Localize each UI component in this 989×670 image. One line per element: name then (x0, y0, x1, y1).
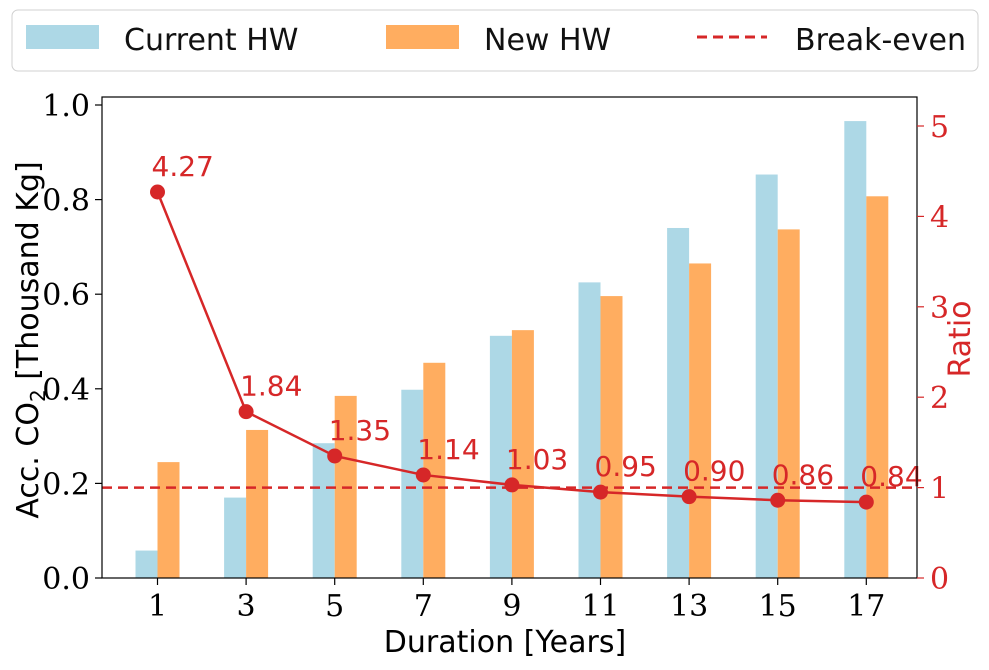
ratio-point-17 (858, 494, 874, 510)
ratio-point-11 (593, 484, 608, 500)
x-tick-label-3: 3 (237, 589, 256, 624)
y-right-tick-label-2: 2 (930, 381, 949, 416)
legend-frame (11, 9, 979, 72)
bar-current-hw-9 (489, 335, 512, 578)
y-axis-right: 0 1 2 3 4 5 (917, 110, 949, 597)
x-tick-label-9: 9 (502, 589, 521, 624)
bar-current-hw-7 (401, 389, 424, 578)
y-left-tick-label-0.8: 0.8 (42, 184, 90, 219)
bar-new-hw-17 (866, 196, 889, 578)
bar-current-hw-17 (844, 121, 867, 578)
ratio-point-7 (415, 467, 431, 483)
y-left-tick-label-0.6: 0.6 (42, 278, 90, 313)
x-tick-label-11: 11 (581, 589, 619, 624)
bar-current-hw-3 (224, 497, 247, 578)
bar-new-hw-11 (600, 296, 623, 578)
x-tick-label-13: 13 (670, 589, 708, 624)
x-tick-label-1: 1 (148, 589, 167, 624)
y-left-tick-label-1.0: 1.0 (42, 89, 90, 124)
ratio-label-15: 0.86 (772, 458, 834, 491)
y-right-tick-label-4: 4 (930, 200, 949, 235)
bar-current-hw-1 (135, 550, 158, 578)
bars (135, 121, 889, 579)
y-axis-left-title-suffix: [Thousand Kg] (11, 161, 46, 389)
bar-new-hw-13 (689, 263, 712, 578)
ratio-label-11: 0.95 (595, 450, 657, 483)
ratio-point-13 (681, 489, 697, 505)
y-right-tick-label-3: 3 (930, 291, 949, 326)
y-axis-left-title: Acc. CO2 [Thousand Kg] (11, 161, 50, 518)
x-axis: 1 3 5 7 9 11 13 15 17 (148, 578, 885, 624)
ratio-point-9 (504, 477, 520, 493)
bar-new-hw-7 (423, 362, 446, 578)
y-left-tick-label-0.4: 0.4 (42, 373, 90, 408)
ratio-label-7: 1.14 (417, 433, 479, 466)
ratio-label-17: 0.84 (860, 460, 922, 493)
ratio-label-5: 1.35 (329, 414, 391, 447)
x-tick-label-15: 15 (759, 589, 797, 624)
bar-current-hw-5 (312, 443, 335, 578)
x-tick-label-7: 7 (414, 589, 433, 624)
bar-new-hw-3 (246, 429, 269, 578)
legend-label-current-hw: Current HW (124, 23, 298, 58)
ratio-label-3: 1.84 (240, 370, 302, 403)
y-axis-left: 0.0 0.2 0.4 0.6 0.8 1.0 (42, 89, 102, 597)
ratio-points (150, 184, 874, 510)
ratio-labels: 4.27 1.84 1.35 1.14 1.03 0.95 0.90 0.86 0.84 (152, 150, 923, 493)
bar-current-hw-11 (578, 282, 601, 578)
legend-label-break-even: Break-even (795, 23, 966, 58)
x-tick-label-17: 17 (847, 589, 885, 624)
y-left-tick-label-0.2: 0.2 (42, 467, 90, 502)
y-axis-left-title-prefix: Acc. CO (11, 402, 46, 519)
legend-swatch-current-hw (26, 25, 99, 49)
x-tick-label-5: 5 (325, 589, 344, 624)
x-axis-title: Duration [Years] (384, 625, 626, 660)
legend: Current HW New HW Break-even (11, 9, 979, 72)
y-left-tick-label-0.0: 0.0 (42, 562, 90, 597)
bar-current-hw-15 (755, 174, 778, 578)
y-right-tick-label-0: 0 (930, 562, 949, 597)
y-axis-right-title: Ratio (943, 300, 978, 377)
bar-new-hw-15 (777, 229, 800, 579)
ratio-label-1: 4.27 (152, 150, 214, 183)
y-axis-left-title-subscript: 2 (26, 389, 50, 402)
bar-new-hw-1 (157, 462, 180, 578)
bar-current-hw-13 (667, 227, 690, 579)
legend-label-new-hw: New HW (484, 23, 611, 58)
ratio-point-3 (238, 404, 254, 420)
ratio-point-15 (770, 492, 786, 508)
ratio-point-1 (150, 184, 165, 200)
legend-swatch-new-hw (386, 25, 459, 49)
plot-frame (101, 96, 918, 579)
ratio-point-5 (327, 448, 343, 464)
y-right-tick-label-5: 5 (930, 110, 949, 145)
ratio-label-9: 1.03 (506, 443, 568, 476)
ratio-label-13: 0.90 (683, 455, 745, 488)
y-right-tick-label-1: 1 (930, 472, 949, 507)
bar-new-hw-9 (511, 330, 534, 578)
